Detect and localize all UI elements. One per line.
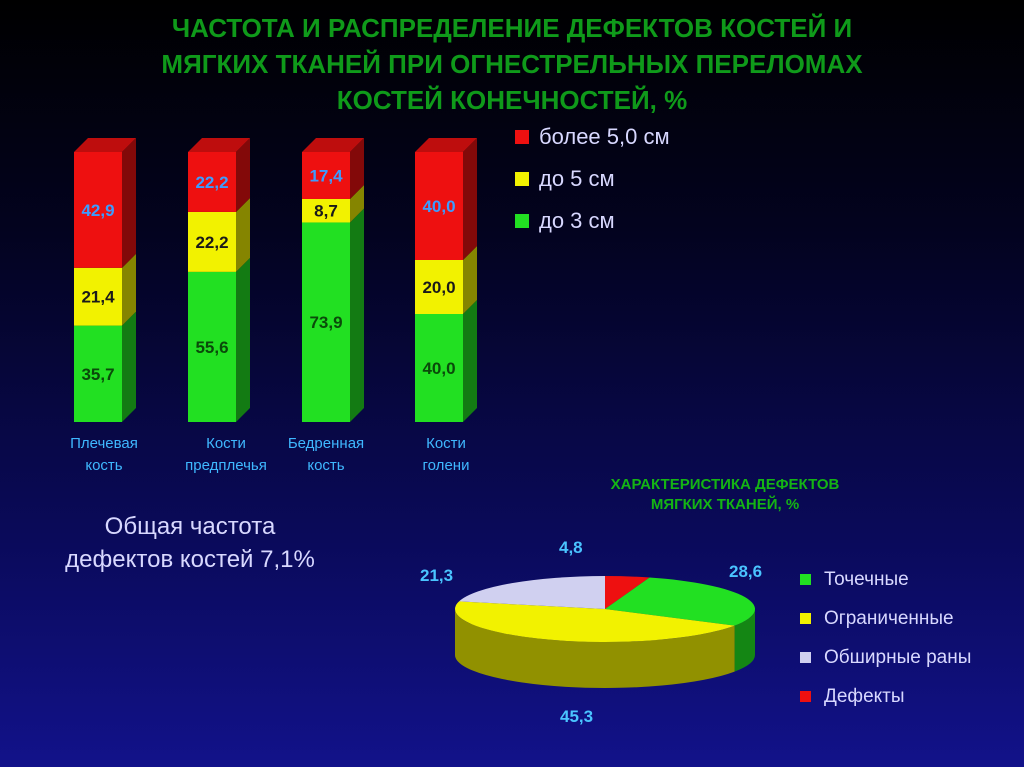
bar-segment-side [122,138,136,268]
pie-slice [605,577,756,626]
bar-data-label: 17,4 [309,166,343,185]
legend-swatch-lavender [800,652,811,663]
x-tick-label-line: голени [422,457,470,474]
bar-top-face [74,138,136,152]
bar-data-label: 22,2 [195,173,228,192]
legend-item-up-to-5cm: до 5 см [515,158,670,200]
bar-segment-side [236,138,250,212]
pie-slice [459,576,605,609]
bar-segment-side [463,300,477,422]
x-tick-label-humerus: Плечевая кость [44,433,164,477]
bar-data-label: 40,0 [422,197,455,216]
bar-data-label: 21,4 [81,288,115,307]
bar-segment [415,260,463,314]
bar-segment-side [236,197,250,272]
bar-data-label: 73,9 [309,313,342,332]
pie-legend-item-extensive: Обширные раны [800,638,971,677]
bar-top-face [302,138,364,152]
bar-segment-side [122,311,136,422]
pie-legend-label: Ограниченные [824,607,954,629]
legend-item-over-5cm: более 5,0 см [515,116,670,158]
legend-swatch-yellow [800,613,811,624]
bar-segment-side [350,138,364,199]
bar-segment [188,211,236,272]
bar-segment [302,152,350,199]
legend-label: до 5 см [539,166,615,191]
bar-data-label: 8,7 [314,202,338,221]
bar-segment-side [122,253,136,326]
bar-segment-side [350,184,364,223]
x-tick-label-line: Бедренная [287,435,365,452]
note-line-1: Общая частота [104,513,276,540]
pie-slice-side [734,609,755,672]
bar-data-label: 22,2 [195,233,228,252]
bar-segment [74,152,122,268]
pie-slice [605,576,650,609]
bar-data-label: 55,6 [195,338,228,357]
bar-segment-side [350,208,364,422]
pie-legend-item-limited: Ограниченные [800,599,971,638]
bar-data-label: 42,9 [81,201,114,220]
legend-swatch-yellow [515,172,529,186]
pie-legend-label: Дефекты [824,685,905,707]
x-tick-label-line: Плечевая [70,435,138,452]
pie-slice-side [455,609,735,688]
bar-segment-side [463,246,477,314]
pie-title: ХАРАКТЕРИСТИКА ДЕФЕКТОВ МЯГКИХ ТКАНЕЙ, % [540,475,910,515]
bar-top-face [415,138,477,152]
bar-segment [188,271,236,422]
pie-legend-item-pinpoint: Точечные [800,560,971,599]
pie-legend-label: Обширные раны [824,646,972,668]
x-tick-label-forearm: Кости предплечья [166,433,286,477]
pie-value-label-limited: 45,3 [560,707,594,726]
bar-segment-side [463,138,477,260]
title-line-1: ЧАСТОТА И РАСПРЕДЕЛЕНИЕ ДЕФЕКТОВ КОСТЕЙ … [171,13,853,43]
bar-segment [415,152,463,260]
title-line-3: КОСТЕЙ КОНЕЧНОСТЕЙ, % [336,85,688,115]
total-frequency-note: Общая частота дефектов костей 7,1% [20,510,360,576]
pie-value-label-extensive: 21,3 [420,566,454,585]
title-line-2: МЯГКИХ ТКАНЕЙ ПРИ ОГНЕСТРЕЛЬНЫХ ПЕРЕЛОМА… [161,49,863,79]
pie-legend-item-defects: Дефекты [800,677,971,716]
legend-label: до 3 см [539,208,615,233]
bar-segment [74,267,122,326]
x-tick-label-line: Кости [426,435,466,452]
bar-segment [188,152,236,212]
pie-legend-label: Точечные [824,568,909,590]
legend-label: более 5,0 см [539,124,670,149]
bar-legend: более 5,0 см до 5 см до 3 см [515,116,670,242]
note-line-2: дефектов костей 7,1% [65,546,315,573]
bar-data-label: 40,0 [422,359,455,378]
bar-segment-side [236,257,250,422]
pie-title-line-1: ХАРАКТЕРИСТИКА ДЕФЕКТОВ [610,476,840,493]
bar-data-label: 35,7 [81,365,114,384]
legend-swatch-green [800,574,811,585]
bar-segment [415,314,463,422]
pie-value-label-pinpoint: 28,6 [729,562,763,581]
pie-slice [454,601,735,643]
bar-segment [74,325,122,422]
pie-legend: Точечные Ограниченные Обширные раны Дефе… [800,560,971,716]
x-tick-label-line: кость [85,457,123,474]
x-tick-label-femur: Бедренная кость [266,433,386,477]
x-tick-label-shin: Кости голени [386,433,506,477]
pie-value-label-defects: 4,8 [559,538,583,557]
x-tick-label-line: Кости [206,435,246,452]
x-tick-label-line: кость [307,457,345,474]
legend-item-up-to-3cm: до 3 см [515,200,670,242]
chart-title: ЧАСТОТА И РАСПРЕДЕЛЕНИЕ ДЕФЕКТОВ КОСТЕЙ … [0,10,1024,118]
bar-segment [302,198,350,223]
pie-title-line-2: МЯГКИХ ТКАНЕЙ, % [650,496,800,513]
legend-swatch-red [515,130,529,144]
legend-swatch-red [800,691,811,702]
x-tick-label-line: предплечья [185,457,267,474]
legend-swatch-green [515,214,529,228]
bar-segment [302,222,350,422]
bar-data-label: 20,0 [422,278,455,297]
bar-top-face [188,138,250,152]
